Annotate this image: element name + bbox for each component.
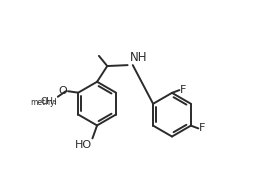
Text: F: F bbox=[180, 85, 187, 95]
Text: CH₃: CH₃ bbox=[40, 97, 57, 107]
Text: F: F bbox=[199, 123, 206, 133]
Text: NH: NH bbox=[129, 51, 147, 64]
Text: HO: HO bbox=[75, 140, 92, 150]
Text: methyl: methyl bbox=[30, 98, 57, 107]
Text: O: O bbox=[59, 86, 68, 96]
